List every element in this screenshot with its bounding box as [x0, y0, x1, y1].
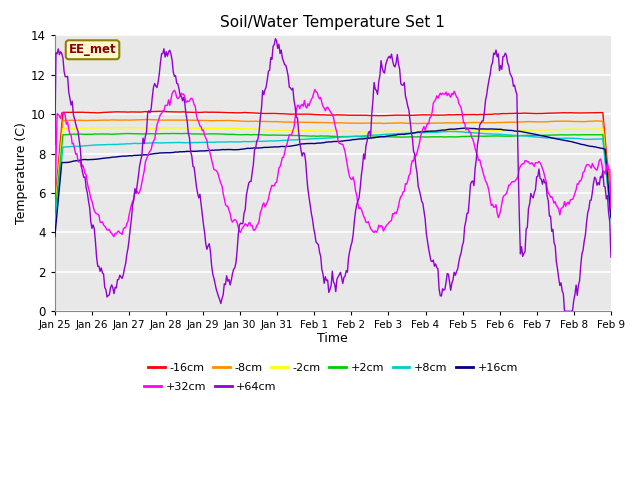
-8cm — [557, 118, 565, 124]
-8cm — [461, 120, 468, 126]
+64cm — [364, 138, 371, 144]
+32cm — [311, 86, 319, 92]
Title: Soil/Water Temperature Set 1: Soil/Water Temperature Set 1 — [220, 15, 445, 30]
+64cm — [607, 254, 615, 260]
+64cm — [287, 85, 294, 91]
+8cm — [389, 131, 397, 137]
-8cm — [225, 118, 233, 123]
Line: +32cm: +32cm — [55, 89, 611, 237]
+8cm — [461, 129, 468, 135]
+2cm — [390, 134, 397, 140]
-8cm — [287, 119, 294, 125]
+64cm — [563, 308, 571, 314]
-16cm — [364, 112, 371, 118]
+32cm — [462, 127, 470, 132]
+32cm — [391, 209, 399, 215]
Y-axis label: Temperature (C): Temperature (C) — [15, 122, 28, 224]
+8cm — [362, 132, 370, 138]
+16cm — [224, 146, 232, 152]
+8cm — [224, 139, 232, 145]
+2cm — [607, 214, 615, 220]
-8cm — [144, 117, 152, 122]
+16cm — [460, 125, 467, 131]
Line: -8cm: -8cm — [55, 120, 611, 210]
-2cm — [390, 128, 397, 134]
-8cm — [51, 207, 59, 213]
-8cm — [390, 120, 397, 126]
-16cm — [154, 108, 162, 114]
+8cm — [557, 135, 565, 141]
+2cm — [287, 132, 294, 138]
+64cm — [51, 141, 59, 147]
+16cm — [51, 234, 59, 240]
-16cm — [607, 203, 615, 208]
+64cm — [271, 36, 279, 42]
+2cm — [51, 215, 59, 220]
-16cm — [287, 111, 294, 117]
-16cm — [557, 110, 565, 116]
+64cm — [557, 280, 565, 286]
-2cm — [557, 127, 565, 132]
X-axis label: Time: Time — [317, 332, 348, 345]
+8cm — [51, 221, 59, 227]
+8cm — [285, 137, 293, 143]
Line: +8cm: +8cm — [55, 132, 611, 224]
+16cm — [461, 125, 468, 131]
+32cm — [558, 205, 566, 211]
+8cm — [451, 129, 459, 134]
Line: -2cm: -2cm — [55, 128, 611, 214]
+16cm — [362, 136, 370, 142]
+32cm — [607, 205, 615, 211]
-8cm — [607, 207, 615, 213]
+64cm — [224, 278, 232, 284]
+16cm — [607, 215, 615, 220]
-16cm — [390, 112, 397, 118]
+32cm — [364, 219, 372, 225]
+8cm — [607, 216, 615, 222]
Line: +2cm: +2cm — [55, 133, 611, 217]
+2cm — [173, 131, 180, 136]
+2cm — [364, 134, 371, 140]
-2cm — [364, 129, 371, 135]
+2cm — [461, 133, 468, 139]
+64cm — [390, 63, 397, 69]
-2cm — [461, 129, 468, 134]
-2cm — [130, 125, 138, 131]
+16cm — [389, 132, 397, 138]
-2cm — [607, 211, 615, 217]
-16cm — [225, 110, 233, 116]
+16cm — [285, 144, 293, 149]
Text: EE_met: EE_met — [68, 43, 116, 56]
-2cm — [51, 211, 59, 217]
Line: -16cm: -16cm — [55, 111, 611, 205]
+16cm — [557, 137, 565, 143]
Line: +64cm: +64cm — [55, 39, 611, 311]
-16cm — [461, 112, 468, 118]
-16cm — [51, 203, 59, 208]
Line: +16cm: +16cm — [55, 128, 611, 237]
-2cm — [287, 128, 294, 133]
+32cm — [287, 132, 294, 138]
+32cm — [110, 234, 118, 240]
-2cm — [225, 125, 233, 131]
+64cm — [461, 224, 468, 229]
+2cm — [225, 132, 233, 137]
-8cm — [364, 120, 371, 126]
+32cm — [225, 207, 233, 213]
Legend: +32cm, +64cm: +32cm, +64cm — [140, 377, 281, 396]
+32cm — [51, 211, 59, 216]
+2cm — [557, 132, 565, 138]
